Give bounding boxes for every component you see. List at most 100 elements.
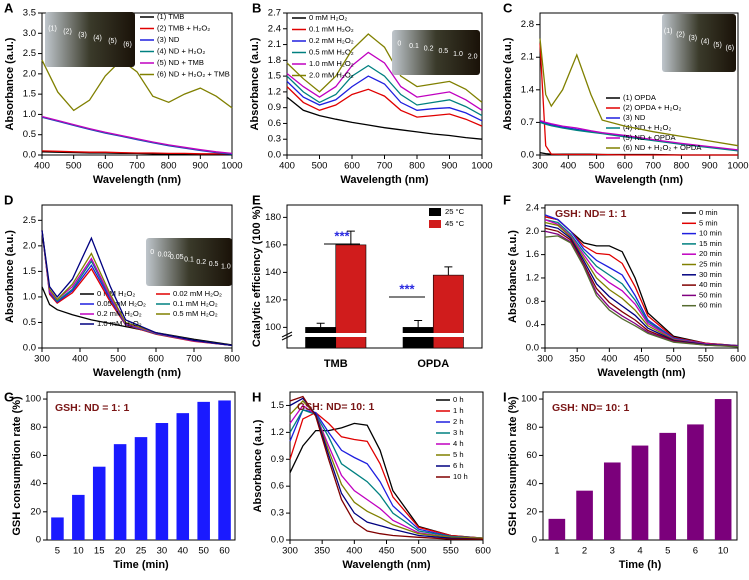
x-tick-label: OPDA <box>417 358 449 370</box>
inset-label: 0.5 <box>438 48 448 55</box>
y-tick-label: 2.0 <box>526 226 539 237</box>
x-tick-label: 600 <box>475 546 491 557</box>
x-tick-label: 1000 <box>221 161 242 172</box>
x-axis-label: Time (h) <box>619 559 662 571</box>
x-tick-label: 600 <box>617 161 633 172</box>
x-axis-label: Wavelength (nm) <box>93 367 182 379</box>
inset-label: (3) <box>78 32 87 39</box>
annotation: GSH: ND= 10: 1 <box>297 401 374 413</box>
y-tick-label: 0.0 <box>521 150 534 161</box>
x-tick-label: 1 <box>554 546 559 557</box>
bar <box>714 399 732 540</box>
legend-label: (3) ND <box>157 35 180 44</box>
x-tick-label: 700 <box>645 161 661 172</box>
axis-break-mark <box>281 331 293 338</box>
legend-label: (2) OPDA + H₂O₂ <box>623 103 681 112</box>
legend-label: 0.5 mM H₂O₂ <box>309 48 354 57</box>
y-tick-label: 2.1 <box>521 52 534 63</box>
legend-label: (4) ND + H₂O₂ <box>157 47 205 56</box>
series-line <box>289 422 484 539</box>
axis-break-mark <box>281 334 293 341</box>
x-axis-label: Wavelength (nm) <box>595 174 684 186</box>
series-line <box>286 75 483 122</box>
y-tick-label: 20 <box>526 506 537 517</box>
x-tick-label: 500 <box>110 354 126 365</box>
inset-label: (4) <box>701 38 710 45</box>
y-tick-label: 2.5 <box>23 215 36 226</box>
y-tick-label: 2.4 <box>268 23 281 34</box>
series-line <box>286 96 483 140</box>
y-tick-label: 0 <box>532 535 537 546</box>
x-axis-label: Wavelength (nm) <box>93 174 182 186</box>
inset-label: (5) <box>108 38 117 45</box>
x-tick-label: 800 <box>409 161 425 172</box>
y-tick-label: 0.8 <box>526 296 539 307</box>
x-axis-label: Wavelength (nm) <box>340 174 429 186</box>
y-tick-label: 60 <box>526 450 537 461</box>
x-tick-label: 700 <box>186 354 202 365</box>
legend-label: 1.0 mM H₂O₂ <box>309 59 354 68</box>
inset-label: (2) <box>676 32 685 39</box>
x-tick-label: 500 <box>66 161 82 172</box>
x-tick-label: 600 <box>730 354 746 365</box>
legend-label: 25 min <box>699 260 722 269</box>
x-tick-label: 3 <box>610 546 615 557</box>
y-tick-label: 0.9 <box>271 454 284 465</box>
series-line <box>41 150 232 155</box>
inset-label: (1) <box>48 25 57 32</box>
legend-label: 0.02 mM H₂O₂ <box>173 289 222 298</box>
legend-label: 60 min <box>699 301 722 310</box>
y-tick-label: 1.5 <box>23 266 36 277</box>
x-tick-label: 5 <box>55 546 60 557</box>
x-tick-label: 800 <box>161 161 177 172</box>
x-tick-label: 450 <box>634 354 650 365</box>
bar <box>305 327 337 349</box>
legend-label: 1.0 mM H₂O₂ <box>97 319 142 328</box>
x-tick-label: 500 <box>666 354 682 365</box>
bar <box>92 466 106 540</box>
y-tick-label: 1.0 <box>23 109 36 120</box>
x-tick-label: 300 <box>532 161 548 172</box>
legend-label: 5 h <box>453 450 464 459</box>
y-tick-label: 140 <box>265 267 281 278</box>
y-tick-label: 1.2 <box>526 272 539 283</box>
series-line <box>41 59 233 112</box>
y-tick-label: 0.5 <box>23 129 36 140</box>
y-tick-label: 3.5 <box>23 8 36 19</box>
y-tick-label: 0.0 <box>271 535 284 546</box>
x-tick-label: 350 <box>569 354 585 365</box>
y-tick-label: 1.5 <box>271 400 284 411</box>
y-tick-label: 100 <box>521 394 537 405</box>
inset-label: 0.5 <box>209 261 219 268</box>
series-line <box>286 64 483 117</box>
legend-label: 0.2 mM H₂O₂ <box>97 309 142 318</box>
x-tick-label: 900 <box>442 161 458 172</box>
plot-frame <box>286 204 483 349</box>
y-tick-label: 0.0 <box>526 343 539 354</box>
x-tick-label: 600 <box>344 161 360 172</box>
series-line <box>286 86 483 127</box>
inset-label: (6) <box>123 41 132 48</box>
y-tick-label: 2.5 <box>23 48 36 59</box>
y-tick-label: 180 <box>265 212 281 223</box>
legend-label: 6 h <box>453 461 464 470</box>
series-line <box>41 116 233 155</box>
legend-label: 0 mM H₂O₂ <box>97 289 135 298</box>
x-tick-label: 10 <box>718 546 729 557</box>
x-tick-label: 300 <box>34 354 50 365</box>
y-tick-label: 1.8 <box>268 55 281 66</box>
x-tick-label: 6 <box>693 546 698 557</box>
x-tick-label: 500 <box>411 546 427 557</box>
panel-label: D <box>4 192 13 207</box>
bar <box>113 444 127 540</box>
bar <box>51 517 64 540</box>
legend-label: 50 min <box>699 290 722 299</box>
annotation: GSH: ND= 1: 1 <box>555 208 627 220</box>
bar <box>155 423 169 540</box>
x-tick-label: 30 <box>157 546 168 557</box>
x-tick-label: 300 <box>537 354 553 365</box>
y-tick-label: 0.7 <box>521 117 534 128</box>
x-tick-label: 550 <box>698 354 714 365</box>
inset-photo <box>45 12 135 67</box>
